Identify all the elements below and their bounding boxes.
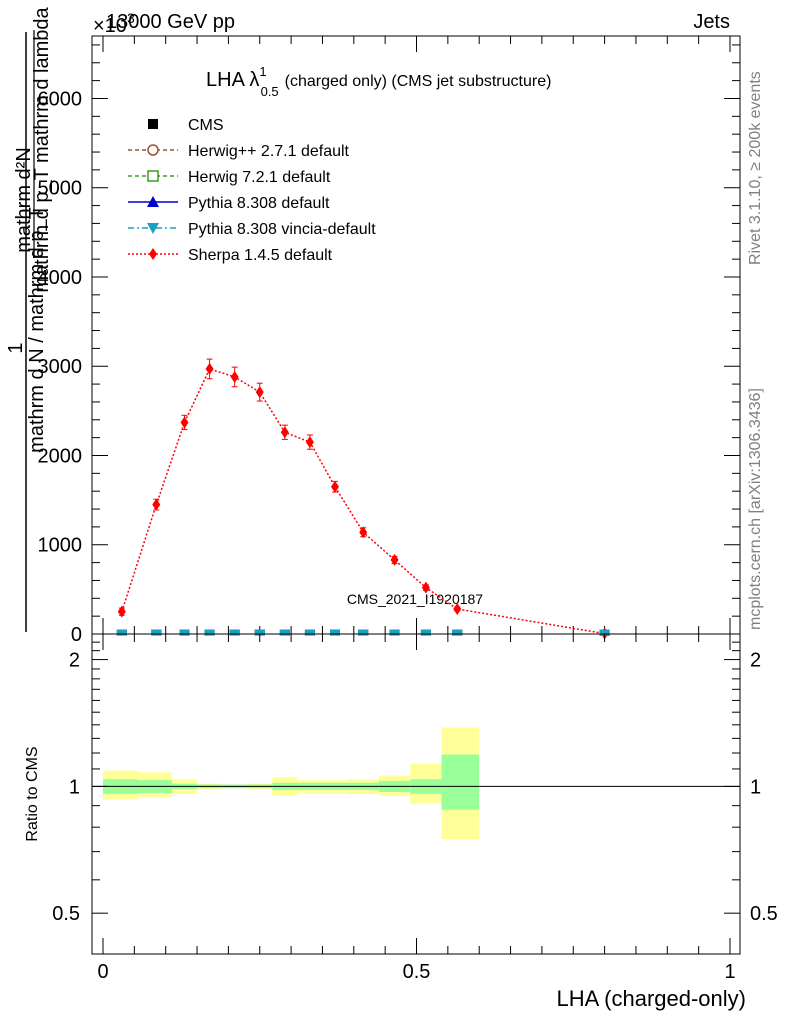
vincia-point	[304, 629, 315, 636]
vincia-point	[279, 629, 290, 636]
sherpa-point	[421, 581, 430, 594]
ylabel-denominator: mathrm d p_T mathrm d lambda	[31, 6, 53, 292]
y-tick-label: 2000	[38, 445, 83, 467]
sherpa-point	[453, 603, 462, 616]
vincia-point	[599, 629, 610, 636]
legend-label: Pythia 8.308 default	[188, 195, 330, 212]
y-tick-label: 5000	[38, 178, 83, 200]
sherpa-point	[117, 605, 126, 618]
y-tick-label: 1000	[38, 535, 83, 557]
y-axis-label: 1 mathrm d N / mathrm d p_T mathrm d²N m…	[5, 6, 53, 632]
vincia-point	[254, 629, 265, 636]
legend-marker-sherpa	[149, 248, 157, 260]
ratio-y-tick-label-right: 1	[750, 776, 761, 798]
legend-label: Sherpa 1.4.5 default	[188, 247, 333, 264]
legend: CMS Herwig++ 2.7.1 default Herwig 7.2.1 de…	[128, 117, 376, 264]
exponent-label: ×103	[93, 10, 135, 37]
vincia-point	[229, 629, 240, 636]
sherpa-point	[230, 370, 239, 383]
energy-label: 13000 GeV pp	[106, 11, 235, 33]
legend-marker-herwigpp	[147, 144, 159, 156]
sherpa-point	[205, 362, 214, 375]
ratio-band-inner	[441, 754, 480, 810]
mcplots-label: mcplots.cern.ch [arXiv:1306.3436]	[747, 388, 764, 630]
legend-marker-pythia	[147, 196, 159, 207]
vincia-point	[358, 629, 369, 636]
legend-label: CMS	[188, 117, 224, 134]
sherpa-point	[390, 553, 399, 566]
sherpa-line	[121, 368, 605, 635]
vincia-point	[329, 629, 340, 636]
y-tick-label: 0	[71, 624, 82, 646]
legend-marker-cms	[148, 119, 158, 129]
process-label: Jets	[693, 11, 730, 33]
vincia-point	[452, 629, 463, 636]
sherpa-point	[280, 426, 289, 439]
legend-marker-vincia	[147, 223, 159, 234]
y-tick-label: 3000	[38, 356, 83, 378]
ratio-y-tick-label-right: 0.5	[750, 903, 778, 925]
sherpa-point	[305, 436, 314, 449]
vincia-point	[204, 629, 215, 636]
vincia-point	[116, 629, 127, 636]
legend-label: Herwig 7.2.1 default	[188, 169, 331, 186]
x-axis-label: LHA (charged-only)	[556, 986, 746, 1011]
ratio-y-tick-label-right: 2	[750, 650, 761, 672]
ylabel-prefactor-denominator: mathrm d N / mathrm d p_T	[26, 207, 48, 453]
ratio-y-tick-label: 0.5	[52, 903, 80, 925]
sherpa-point	[180, 416, 189, 429]
vincia-point	[179, 629, 190, 636]
ratio-y-tick-label: 1	[69, 776, 80, 798]
vincia-point	[420, 629, 431, 636]
watermark: CMS_2021_I1920187	[347, 591, 483, 607]
y-tick-label: 4000	[38, 267, 83, 289]
sherpa-point	[255, 386, 264, 399]
x-tick-label: 0	[97, 961, 108, 983]
ratio-y-tick-label: 2	[69, 650, 80, 672]
ratio-frame	[91, 633, 741, 955]
ylabel-numerator: mathrm d²N	[13, 147, 35, 253]
vincia-point	[151, 629, 162, 636]
x-tick-label: 0.5	[403, 961, 431, 983]
legend-marker-herwig7	[147, 170, 159, 182]
sherpa-point	[359, 526, 368, 539]
ylabel-prefactor: 1	[5, 342, 27, 353]
sherpa-point	[152, 498, 161, 511]
legend-label: Pythia 8.308 vincia-default	[188, 221, 376, 238]
y-tick-label: 6000	[38, 88, 83, 110]
vincia-point	[389, 629, 400, 636]
plot-title: LHA λ1 0.5(charged only) (CMS jet substru…	[206, 64, 551, 99]
ratio-ylabel: Ratio to CMS	[24, 746, 41, 841]
legend-label: Herwig++ 2.7.1 default	[188, 143, 350, 160]
sherpa-point	[330, 480, 339, 493]
rivet-label: Rivet 3.1.10, ≥ 200k events	[747, 71, 764, 265]
x-tick-label: 1	[724, 961, 735, 983]
